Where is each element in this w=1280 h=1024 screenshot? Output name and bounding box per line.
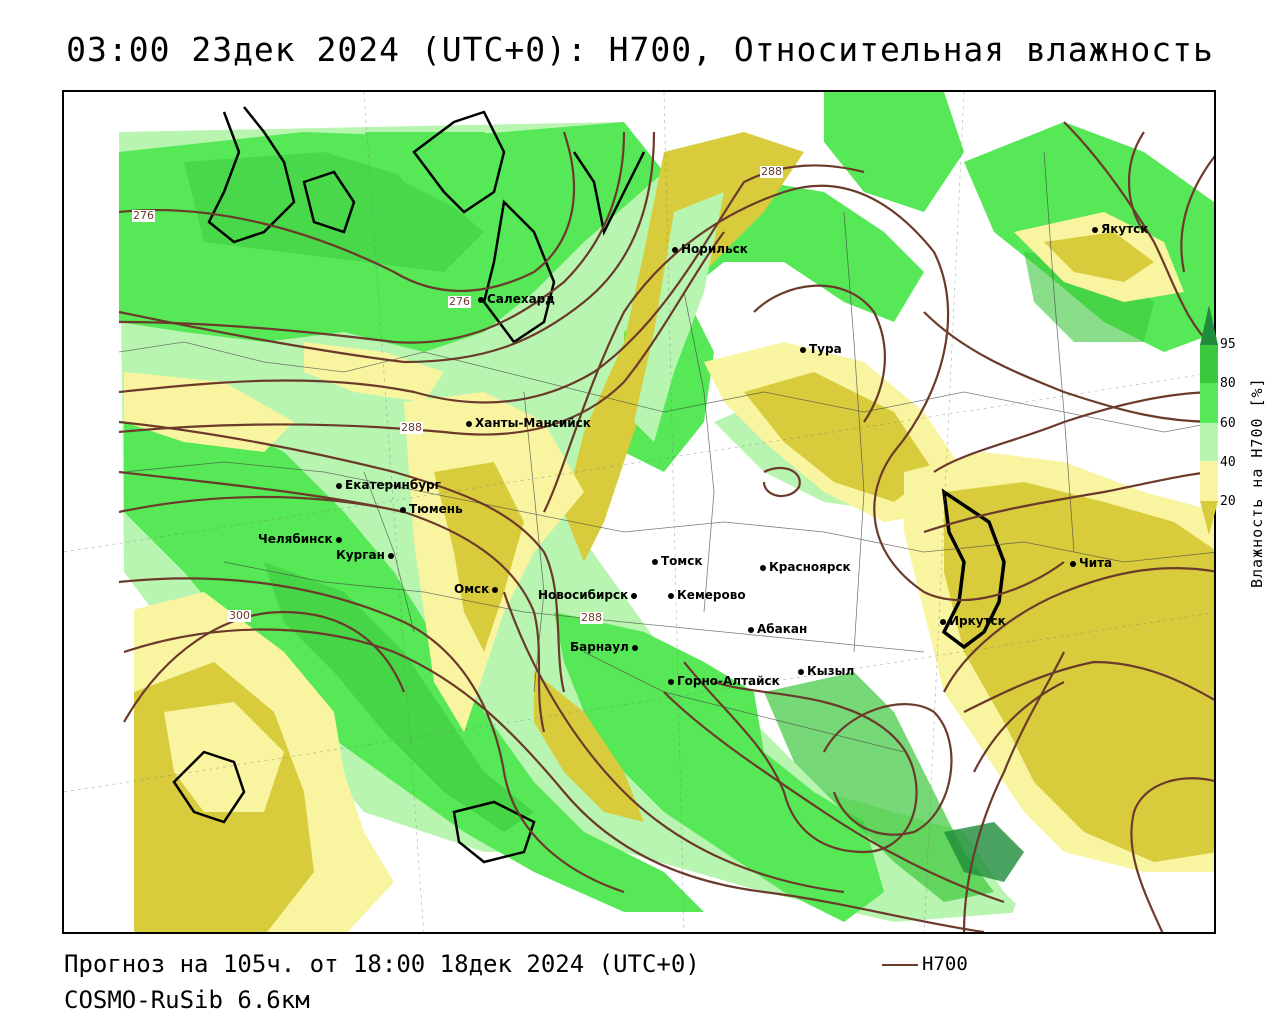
contour-label: 288 <box>400 421 423 434</box>
city-marker[interactable]: Якутск <box>1092 222 1148 236</box>
colorbar-swatch-20-40 <box>1200 461 1218 501</box>
humidity-field <box>64 92 1214 932</box>
colorbar-tick: 40 <box>1220 455 1236 470</box>
city-marker[interactable]: Ханты-Мансийск <box>466 416 591 430</box>
city-marker[interactable]: Барнаул <box>570 640 641 654</box>
city-dot-icon <box>760 564 766 571</box>
contour-label: 276 <box>132 209 155 222</box>
city-dot-icon <box>798 668 804 675</box>
city-dot-icon <box>631 592 638 599</box>
colorbar-tick: 60 <box>1220 416 1236 431</box>
city-dot-icon <box>748 626 754 633</box>
city-dot-icon <box>668 678 674 685</box>
city-marker[interactable]: Абакан <box>748 622 807 636</box>
city-marker[interactable]: Екатеринбург <box>336 478 441 492</box>
city-marker[interactable]: Иркутск <box>940 614 1006 628</box>
city-dot-icon <box>466 420 472 427</box>
city-marker[interactable]: Кызыл <box>798 664 854 678</box>
city-dot-icon <box>336 482 342 489</box>
city-marker[interactable]: Тура <box>800 342 842 356</box>
colorbar-tick: 20 <box>1220 494 1236 509</box>
city-dot-icon <box>387 552 394 559</box>
colorbar-title: Влажность на H700 [%] <box>1248 377 1266 588</box>
colorbar-swatch-above-95 <box>1200 305 1218 345</box>
city-dot-icon <box>800 346 806 353</box>
city-dot-icon <box>652 558 658 565</box>
city-marker[interactable]: Новосибирск <box>538 588 640 602</box>
colorbar-swatch-50-60 <box>1200 423 1218 461</box>
city-dot-icon <box>1070 560 1076 567</box>
city-dot-icon <box>478 296 484 303</box>
city-marker[interactable]: Красноярск <box>760 560 851 574</box>
city-marker[interactable]: Горно-Алтайск <box>668 674 780 688</box>
contour-label: 288 <box>760 165 783 178</box>
city-dot-icon <box>631 644 638 651</box>
city-marker[interactable]: Салехард <box>478 292 555 306</box>
contour-label: 276 <box>448 295 471 308</box>
city-marker[interactable]: Томск <box>652 554 703 568</box>
colorbar-tick: 95 <box>1220 337 1236 352</box>
city-dot-icon <box>400 506 406 513</box>
city-dot-icon <box>940 618 946 625</box>
city-marker: Челябинск <box>258 532 345 546</box>
humidity-colorbar <box>1200 305 1218 535</box>
colorbar-swatch-80-95 <box>1200 345 1218 383</box>
city-dot-icon <box>672 246 678 253</box>
contour-legend-line-icon <box>882 964 918 966</box>
city-dot-icon <box>492 586 499 593</box>
city-marker[interactable]: Тюмень <box>400 502 463 516</box>
colorbar-swatch-60-80 <box>1200 383 1218 423</box>
map-panel[interactable]: 276 276 288 288 288 300 Салехард Норильс… <box>62 90 1216 934</box>
map-title: 03:00 23дек 2024 (UTC+0): H700, Относите… <box>66 30 1214 69</box>
forecast-info: Прогноз на 105ч. от 18:00 18дек 2024 (UT… <box>64 950 700 978</box>
city-dot-icon <box>668 592 674 599</box>
city-dot-icon <box>1092 226 1098 233</box>
city-dot-icon <box>335 536 342 543</box>
city-marker[interactable]: Норильск <box>672 242 748 256</box>
city-marker[interactable]: Кемерово <box>668 588 746 602</box>
contour-label: 288 <box>580 611 603 624</box>
city-marker[interactable]: Омск <box>454 582 501 596</box>
contour-label: 300 <box>228 609 251 622</box>
city-marker[interactable]: Чита <box>1070 556 1112 570</box>
city-marker[interactable]: Курган <box>336 548 397 562</box>
contour-legend-label: H700 <box>922 953 968 975</box>
colorbar-swatch-below-20 <box>1200 501 1218 535</box>
colorbar-tick: 80 <box>1220 376 1236 391</box>
model-name: COSMO-RuSib 6.6км <box>64 986 310 1014</box>
